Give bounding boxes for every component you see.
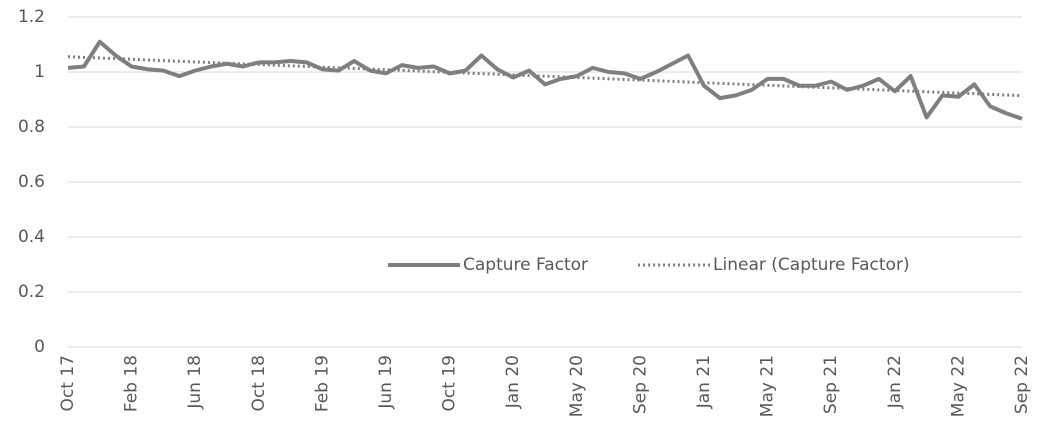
- x-tick-label: Jun 19: [376, 355, 396, 410]
- x-tick-label: Jan 20: [503, 355, 523, 409]
- x-tick-label: Oct 18: [249, 355, 269, 411]
- trendline: [67, 55, 1023, 98]
- x-tick-label: Feb 18: [122, 355, 142, 412]
- y-tick-label: 0.8: [18, 117, 45, 137]
- y-tick-label: 0: [34, 337, 45, 357]
- x-tick-label: Jun 18: [185, 355, 205, 410]
- y-tick-label: 1: [34, 62, 45, 82]
- x-tick-label: Jan 21: [694, 355, 714, 409]
- legend-label: Capture Factor: [463, 255, 588, 275]
- x-tick-label: May 22: [948, 355, 968, 417]
- y-tick-label: 0.4: [18, 227, 45, 247]
- x-tick-label: Jan 22: [885, 355, 905, 409]
- x-tick-label: May 20: [567, 355, 587, 417]
- x-tick-label: Feb 19: [312, 355, 332, 412]
- legend-label: Linear (Capture Factor): [713, 255, 910, 275]
- line: [67, 39, 1023, 121]
- x-tick-label: Oct 17: [58, 355, 78, 411]
- x-tick-label: May 21: [758, 355, 778, 417]
- x-tick-label: Sep 22: [1012, 355, 1032, 414]
- x-tick-label: Sep 21: [821, 355, 841, 414]
- x-tick-label: Sep 20: [630, 355, 650, 414]
- y-tick-label: 1.2: [18, 7, 45, 27]
- y-tick-label: 0.2: [18, 282, 45, 302]
- x-tick-label: Oct 19: [440, 355, 460, 411]
- y-tick-label: 0.6: [18, 172, 45, 192]
